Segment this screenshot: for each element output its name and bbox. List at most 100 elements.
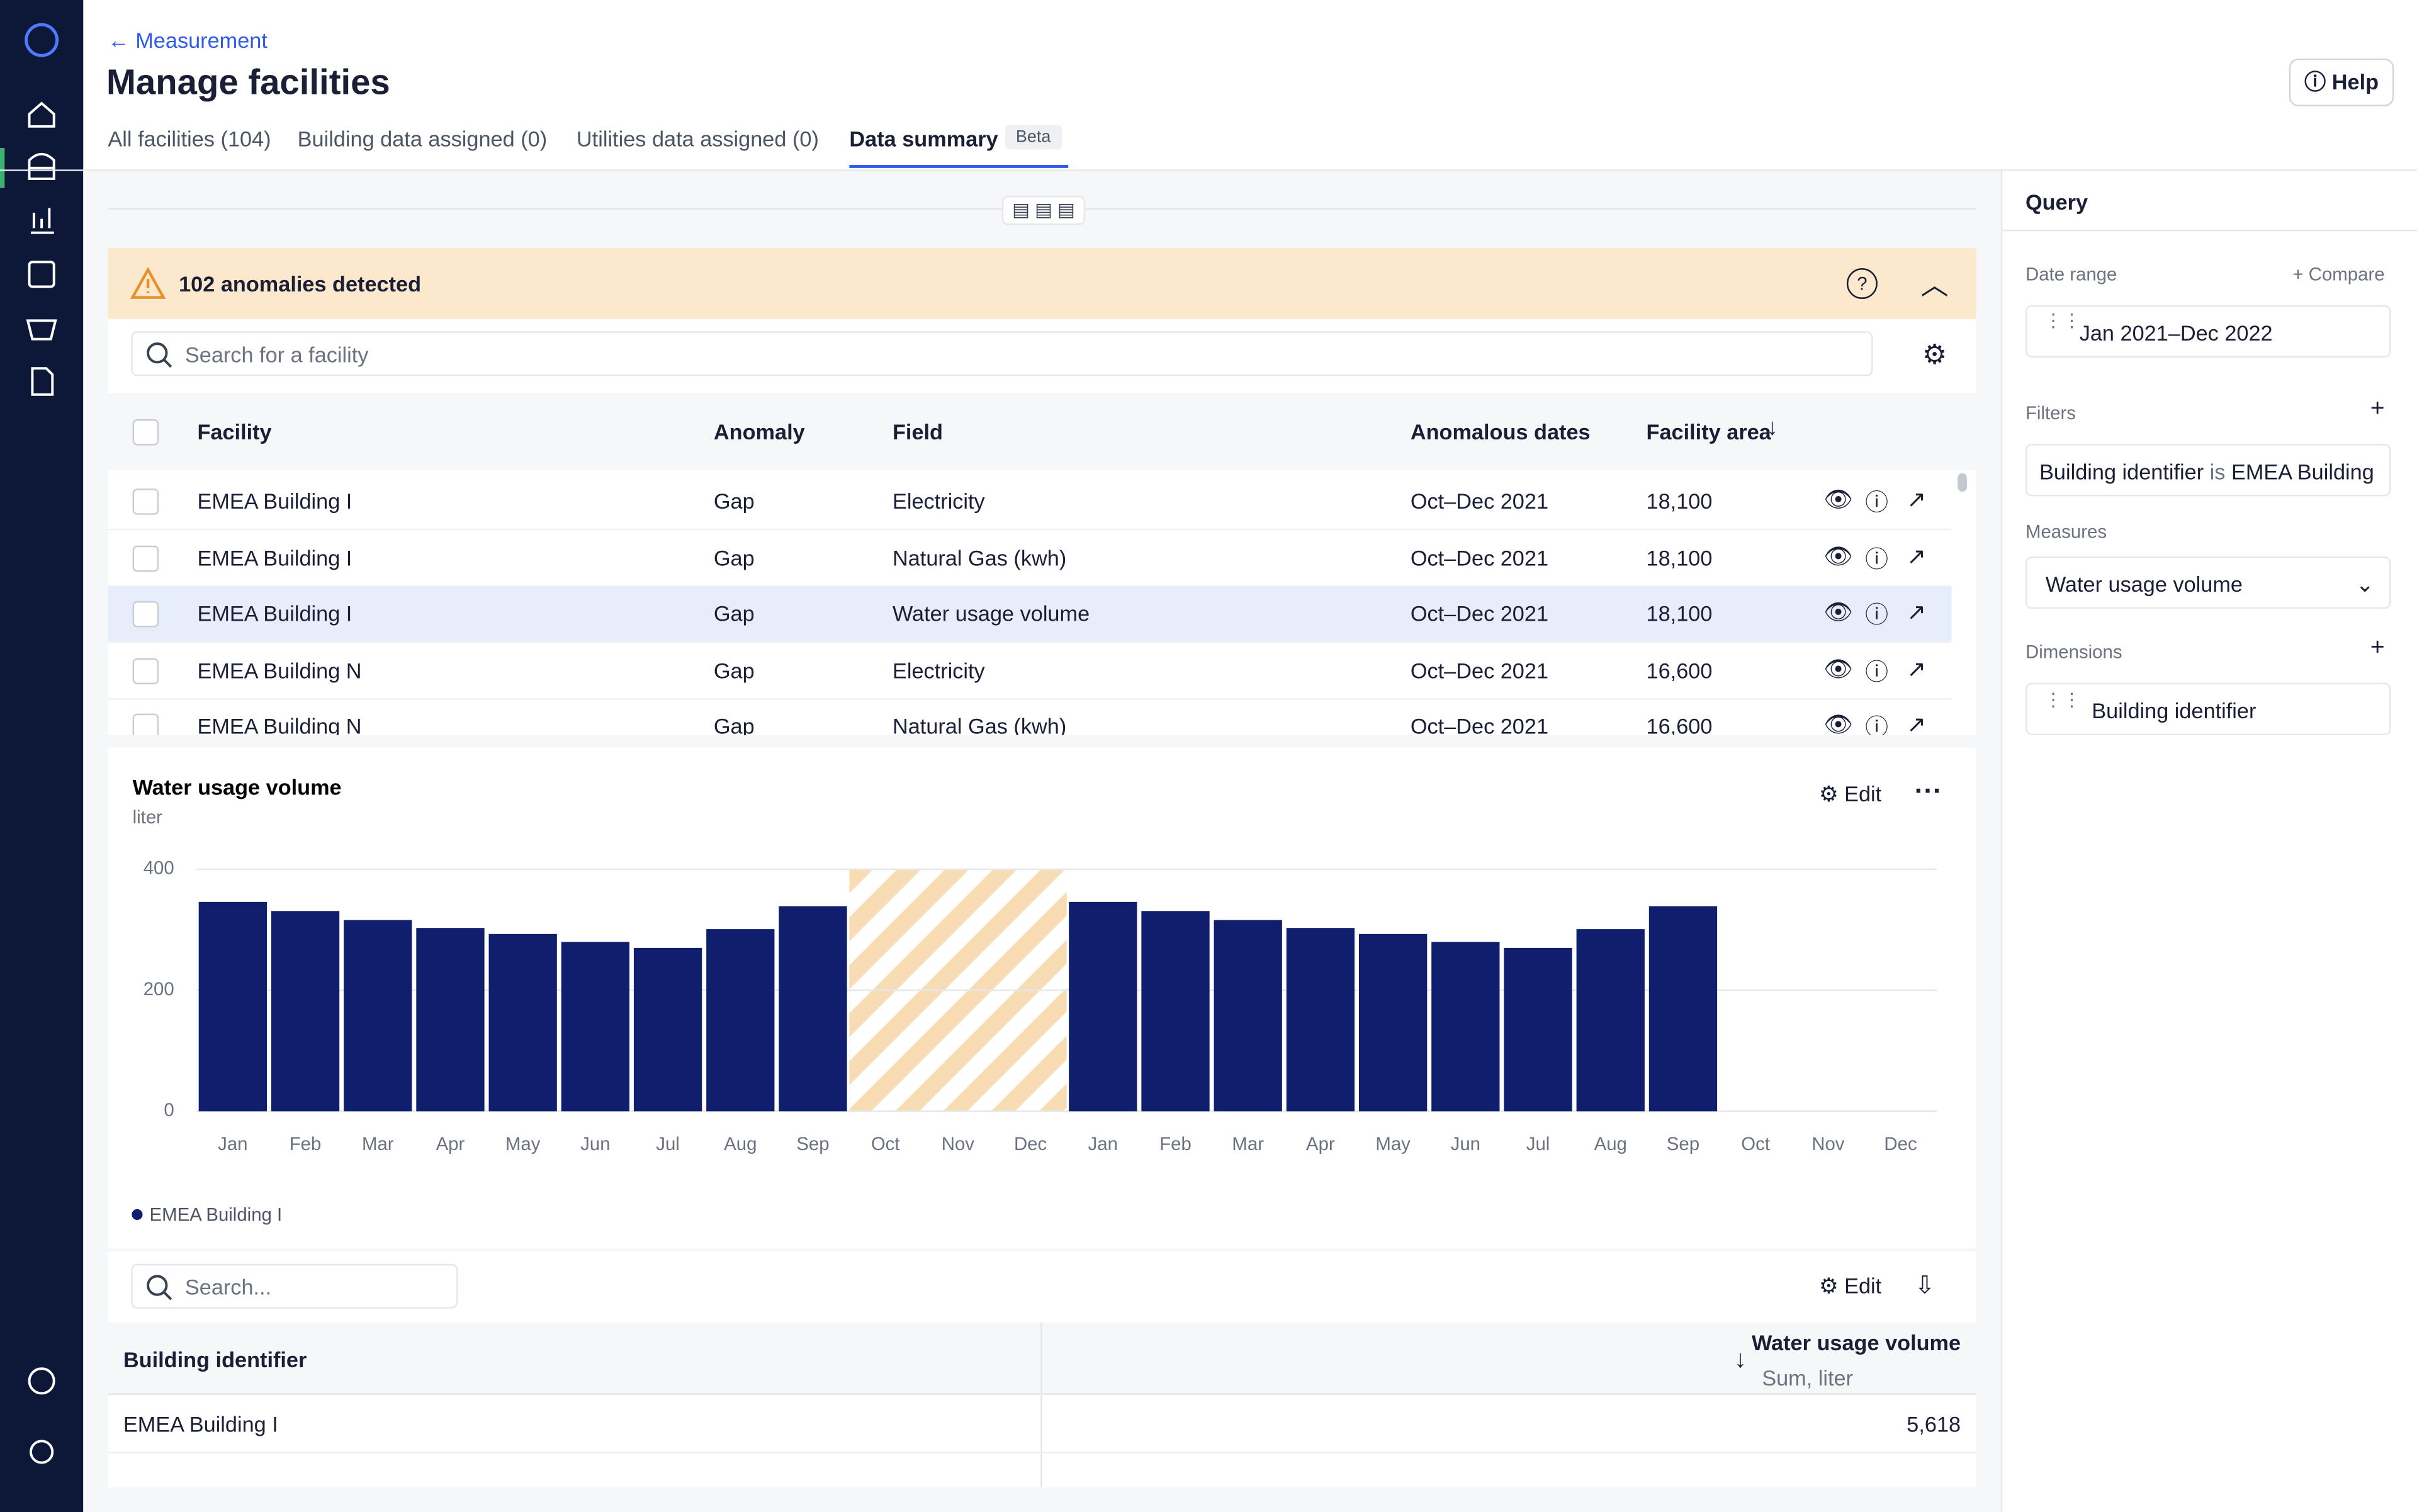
dimension-chip[interactable]: Building identifier: [2025, 682, 2391, 735]
cell: EMEA Building N: [197, 713, 362, 735]
view-icon[interactable]: 👁: [1823, 543, 1853, 570]
column-header[interactable]: Anomaly: [713, 419, 805, 444]
filter-chip[interactable]: Building identifier is EMEA Building: [2025, 444, 2391, 497]
x-tick-label: Jan: [1088, 1134, 1118, 1154]
chart-edit[interactable]: ⚙ Edit: [1818, 781, 1882, 806]
dropdown-icon[interactable]: ⌄: [2355, 572, 2374, 597]
tab[interactable]: Building data assigned (0): [297, 126, 548, 151]
x-tick-label: Dec: [1884, 1134, 1917, 1154]
results-edit[interactable]: ⚙ Edit: [1818, 1273, 1882, 1298]
checkbox[interactable]: [132, 544, 159, 572]
facilities-icon[interactable]: [28, 152, 55, 180]
back-label[interactable]: Measurement: [135, 28, 268, 53]
market-icon[interactable]: [26, 319, 57, 341]
home-icon[interactable]: [28, 101, 55, 128]
analytics-icon[interactable]: [30, 208, 54, 234]
compare-label[interactable]: Compare: [2308, 263, 2385, 285]
filter-field[interactable]: Building identifier: [2039, 459, 2204, 484]
open-icon[interactable]: ↗: [1907, 712, 1927, 735]
facility-search[interactable]: Search for a facility: [131, 331, 1873, 376]
collapse-button[interactable]: ︿: [1920, 269, 1949, 301]
open-icon[interactable]: ↗: [1907, 487, 1927, 514]
drag-handle[interactable]: ⋮⋮: [2044, 310, 2082, 332]
tab-underline: [849, 164, 1069, 168]
bar: [344, 920, 412, 1112]
info-icon[interactable]: ⓘ: [1865, 602, 1889, 629]
help-icon[interactable]: [28, 1367, 55, 1395]
checkbox[interactable]: [132, 713, 159, 735]
drag-handle[interactable]: ⋮⋮: [2044, 689, 2082, 711]
chart-menu[interactable]: ···: [1914, 775, 1942, 806]
checkbox[interactable]: [132, 419, 159, 446]
column-header[interactable]: Anomalous dates: [1410, 419, 1591, 444]
view-icon[interactable]: 👁: [1823, 655, 1853, 682]
info-icon[interactable]: ⓘ: [1865, 715, 1889, 735]
banner-help[interactable]: ?: [1846, 268, 1878, 300]
settings-icon[interactable]: [30, 1440, 54, 1464]
x-tick-label: Sep: [796, 1134, 829, 1154]
logo[interactable]: [25, 23, 59, 57]
info-icon[interactable]: ⓘ: [1865, 658, 1889, 685]
cell: Oct–Dec 2021: [1410, 601, 1549, 626]
results-cell: EMEA Building I: [123, 1411, 278, 1437]
section-label: Filters: [2025, 402, 2076, 424]
filter-value[interactable]: EMEA Building: [2231, 459, 2374, 484]
open-icon[interactable]: ↗: [1907, 655, 1927, 682]
filter-op[interactable]: is: [2209, 459, 2226, 484]
add-dimension[interactable]: +: [2370, 635, 2385, 662]
scrollbar[interactable]: [1958, 473, 1967, 492]
bar: [1069, 901, 1137, 1112]
table-settings[interactable]: ⚙: [1922, 339, 1947, 370]
view-icon[interactable]: 👁: [1823, 712, 1853, 735]
x-tick-label: May: [1375, 1134, 1411, 1154]
column-header[interactable]: Facility: [197, 419, 272, 444]
date-range[interactable]: Jan 2021–Dec 2022: [2079, 320, 2273, 346]
view-icon[interactable]: 👁: [1823, 599, 1853, 626]
results-edit-label[interactable]: Edit: [1844, 1273, 1882, 1298]
back-link[interactable]: ← Measurement: [108, 28, 268, 53]
measure-select[interactable]: Water usage volume ⌄: [2025, 556, 2391, 609]
search-placeholder[interactable]: Search for a facility: [184, 342, 369, 367]
date-range-field[interactable]: Jan 2021–Dec 2022: [2025, 305, 2391, 358]
tab[interactable]: All facilities (104): [108, 126, 271, 151]
bar: [1576, 929, 1645, 1112]
reports-icon[interactable]: [31, 367, 54, 396]
download-button[interactable]: ⇩: [1914, 1273, 1935, 1300]
cell: 18,100: [1646, 601, 1713, 626]
column-divider: [1040, 1322, 1042, 1487]
bar: [1648, 906, 1718, 1112]
info-icon[interactable]: ⓘ: [1865, 490, 1889, 517]
sort-icon[interactable]: ↓: [1766, 414, 1778, 441]
measure[interactable]: Water usage volume: [2045, 572, 2243, 597]
bar: [198, 901, 267, 1112]
sort-icon[interactable]: ↓: [1734, 1346, 1747, 1374]
column-header[interactable]: Facility area: [1646, 419, 1771, 444]
compare-button[interactable]: + Compare: [2292, 263, 2385, 285]
open-icon[interactable]: ↗: [1907, 543, 1927, 570]
checkbox[interactable]: [132, 601, 159, 628]
table-header: [108, 393, 1976, 470]
info-icon[interactable]: ⓘ: [1865, 546, 1889, 573]
open-icon[interactable]: ↗: [1907, 599, 1927, 626]
checkbox[interactable]: [132, 488, 159, 515]
bar: [1431, 942, 1500, 1112]
tab[interactable]: Data summary: [849, 126, 998, 151]
import-icon[interactable]: [28, 261, 55, 288]
help-button[interactable]: ⓘ Help: [2289, 59, 2394, 106]
bar: [1358, 934, 1428, 1112]
column-header[interactable]: Field: [892, 419, 943, 444]
layout-toggle[interactable]: ▤ ▤ ▤: [1001, 195, 1086, 225]
help-label[interactable]: Help: [2331, 69, 2379, 94]
view-icon[interactable]: 👁: [1823, 487, 1853, 514]
add-filter[interactable]: +: [2370, 396, 2385, 422]
checkbox[interactable]: [132, 657, 159, 684]
y-tick-label: 0: [164, 1100, 174, 1120]
row-divider: [108, 641, 1952, 643]
dimension[interactable]: Building identifier: [2092, 698, 2256, 723]
tab[interactable]: Utilities data assigned (0): [576, 126, 819, 151]
sidebar-icons: [0, 23, 59, 1464]
results-search[interactable]: Search...: [131, 1263, 458, 1309]
chart-edit-label[interactable]: Edit: [1844, 781, 1882, 806]
results-search-placeholder[interactable]: Search...: [184, 1274, 272, 1300]
bar: [706, 929, 775, 1112]
